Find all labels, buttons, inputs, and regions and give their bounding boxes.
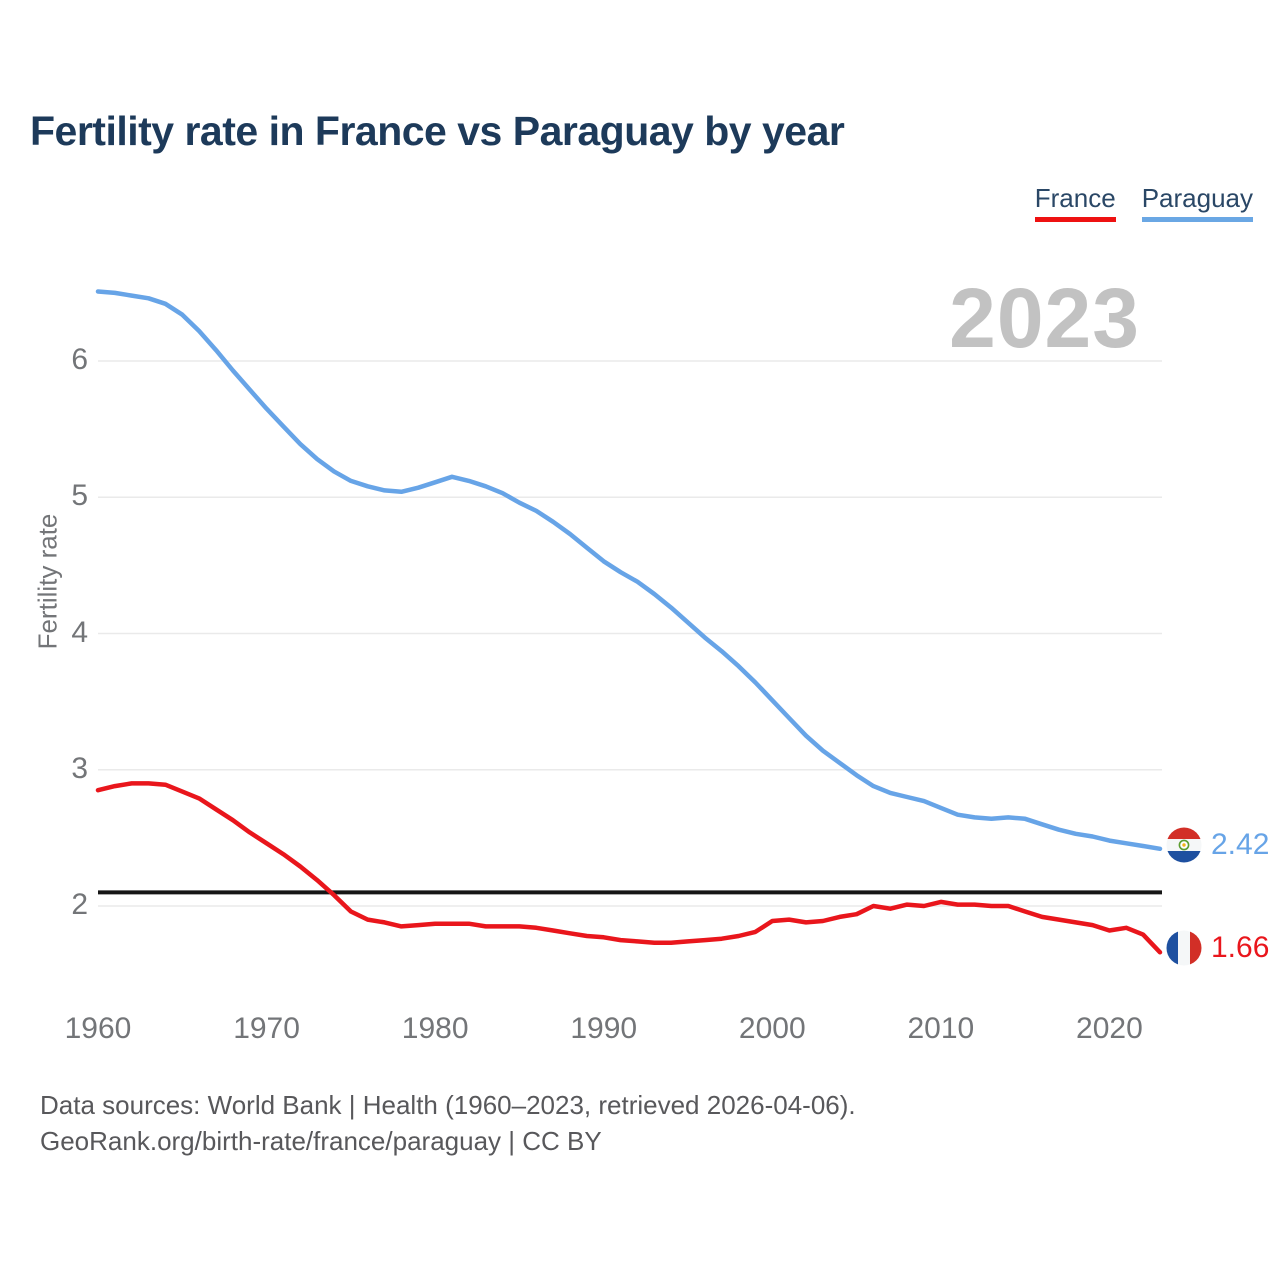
y-tick-label: 6 bbox=[71, 343, 88, 376]
footer: Data sources: World Bank | Health (1960–… bbox=[40, 1087, 856, 1159]
paraguay-flag-icon bbox=[1166, 827, 1202, 863]
end-label-paraguay: 2.42 bbox=[1166, 827, 1269, 863]
france-end-value: 1.66 bbox=[1211, 931, 1270, 965]
legend: France Paraguay bbox=[1034, 183, 1253, 222]
paraguay-line bbox=[95, 289, 1163, 852]
x-tick-label: 2000 bbox=[738, 1012, 806, 1045]
legend-item-paraguay[interactable]: Paraguay bbox=[1141, 183, 1253, 222]
legend-label-paraguay: Paraguay bbox=[1141, 183, 1253, 213]
y-tick-label: 3 bbox=[71, 751, 88, 785]
page-title: Fertility rate in France vs Paraguay by … bbox=[30, 108, 845, 154]
x-tick-label: 2020 bbox=[1076, 1012, 1143, 1045]
footer-sources: Data sources: World Bank | Health (1960–… bbox=[40, 1090, 856, 1120]
x-tick-label: 1990 bbox=[570, 1012, 638, 1045]
year-watermark: 2023 bbox=[949, 271, 1140, 365]
end-label-france: 1.66 bbox=[1166, 930, 1269, 966]
x-tick-label: 1960 bbox=[64, 1012, 132, 1045]
legend-label-france: France bbox=[1034, 183, 1116, 213]
legend-item-france[interactable]: France bbox=[1034, 183, 1116, 222]
france-flag-icon bbox=[1166, 930, 1202, 966]
x-tick-label: 2010 bbox=[907, 1012, 975, 1045]
y-tick-label: 5 bbox=[71, 479, 88, 513]
france-line bbox=[95, 781, 1163, 955]
paraguay-end-value: 2.42 bbox=[1211, 827, 1270, 861]
y-tick-label: 4 bbox=[71, 615, 88, 649]
x-tick-label: 1970 bbox=[233, 1012, 300, 1045]
x-tick-label: 1980 bbox=[401, 1012, 469, 1045]
footer-attribution: GeoRank.org/birth-rate/france/paraguay |… bbox=[40, 1126, 602, 1156]
y-tick-label: 2 bbox=[71, 888, 88, 921]
